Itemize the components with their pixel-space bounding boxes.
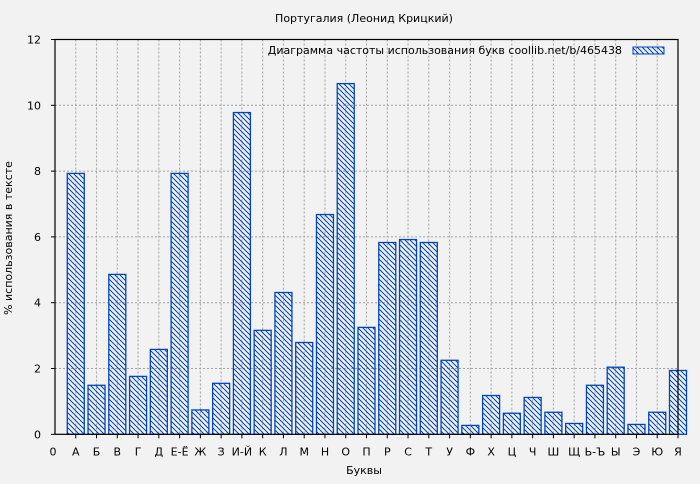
bar-Б [87,384,106,435]
x-tick-label: У [446,445,453,458]
bar-Ц [502,412,522,435]
x-tick-label: Н [321,445,329,458]
bar-Ю [648,411,667,435]
y-tick-label: 10 [27,99,41,112]
x-tick-label: Х [487,445,495,458]
x-tick-label: Р [384,445,391,458]
bar-Д [149,348,168,435]
y-axis-label: % использования в тексте [2,161,15,315]
x-tick-label: Л [279,445,287,458]
bar-Р [378,241,397,435]
x-tick-label: З [218,445,225,458]
bar-Х [481,394,501,435]
x-tick-label: 0 [50,445,57,458]
x-tick-label: И-Й [232,445,252,458]
legend-label: Диаграмма частоты использования букв coo… [268,44,622,57]
bar-Ь-Ъ [585,384,605,435]
bar-Ж [191,409,210,435]
bar-С [398,238,418,435]
x-tick-label: Ч [529,445,537,458]
bar-Н [315,213,335,435]
x-tick-label: Ц [508,445,517,458]
x-tick-label: Я [674,445,682,458]
y-tick-label: 8 [34,165,41,178]
x-tick-label: Ф [466,445,475,458]
x-tick-label: Ш [548,445,560,458]
bar-Т [419,241,438,435]
y-tick-label: 2 [34,363,41,376]
bar-З [211,382,231,435]
x-tick-label: П [362,445,370,458]
y-tick-label: 4 [34,297,41,310]
y-tick-label: 6 [34,231,41,244]
bar-Ф [461,424,480,435]
x-tick-label: Ж [194,445,206,458]
bars [66,82,688,435]
x-tick-label: Г [135,445,142,458]
bar-У [440,359,459,435]
x-tick-label: Б [93,445,101,458]
x-tick-label: Щ [568,445,580,458]
legend-swatch [632,46,665,55]
bar-Ы [606,366,625,435]
bar-П [357,326,376,435]
bar-В [108,273,127,435]
bar-А [66,172,85,435]
legend: Диаграмма частоты использования букв coo… [268,44,665,57]
bar-Е-Ё [170,172,189,435]
axes: 0 2 4 6 8 10 12 0 А Б В Г Д Е-Ё Ж З И-Й К Л М Н О П Р С Т У Ф Х Ц Ч Ш Щ Ь… [27,34,682,459]
x-tick-label: А [72,445,80,458]
x-axis-label: Буквы [346,464,382,477]
bar-Э [627,423,646,435]
y-tick-label: 0 [34,428,41,441]
bar-Г [128,375,148,435]
x-tick-label: Ю [651,445,663,458]
bar-О [336,82,355,435]
x-tick-label: Е-Ё [171,445,189,458]
x-tick-label: О [341,445,350,458]
bar-М [295,341,314,435]
x-tick-label: Э [633,445,641,458]
bar-Ш [544,411,563,435]
bar-Ч [523,396,542,435]
y-tick-label: 12 [27,34,41,47]
x-tick-label: Ы [611,445,621,458]
x-tick-label: Т [424,445,432,458]
bar-Щ [565,422,584,435]
bar-И-Й [232,111,252,435]
chart-title: Португалия (Леонид Крицкий) [275,12,453,25]
x-tick-label: М [299,445,309,458]
x-tick-label: Д [155,445,164,458]
bar-К [253,329,272,435]
x-tick-label: С [404,445,412,458]
bar-Л [274,291,293,435]
x-tick-label: В [114,445,122,458]
x-tick-label: Ь-Ъ [585,445,606,458]
x-tick-label: К [259,445,267,458]
